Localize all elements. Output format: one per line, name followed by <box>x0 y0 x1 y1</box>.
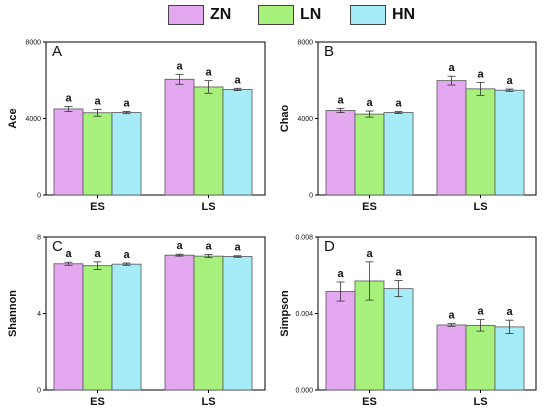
bar-hn-ls <box>222 89 253 196</box>
significance-label: a <box>337 94 344 106</box>
x-category-label: LS <box>473 396 487 408</box>
significance-label: a <box>123 97 130 109</box>
chart-panel-d: 0.000 0.004 0.008 Simpson Da a a ES a a a LS <box>279 235 537 408</box>
bar-zn-ls <box>436 80 467 196</box>
panel-letter: A <box>52 43 62 60</box>
bar-hn-ls <box>494 89 525 196</box>
bar-zn-ls <box>164 254 195 391</box>
significance-label: a <box>477 306 484 318</box>
legend: ZN LN HN <box>0 0 550 30</box>
y-axis-title: Simpson <box>279 290 291 337</box>
legend-label-ln: LN <box>300 6 322 23</box>
legend-label-hn: HN <box>392 6 416 23</box>
y-axis-title: Ace <box>7 108 19 128</box>
bar-ln-es <box>354 113 385 196</box>
y-tick-label: 8000 <box>297 40 313 47</box>
bar-ln-ls <box>193 255 224 391</box>
significance-label: a <box>395 267 402 279</box>
significance-label: a <box>448 310 455 322</box>
significance-label: a <box>205 67 212 79</box>
bar-zn-es <box>53 263 84 391</box>
y-tick-label: 8 <box>37 235 41 242</box>
y-axis-title: Shannon <box>7 290 19 337</box>
y-tick-label: 8000 <box>25 40 41 47</box>
x-category-label: LS <box>201 201 215 213</box>
chart-panel-c: 0 4 8 Shannon C a a a ES a a a LS <box>7 235 266 408</box>
bar-zn-ls <box>164 78 195 196</box>
bar-hn-es <box>111 263 142 391</box>
legend-swatch-hn <box>350 5 386 25</box>
x-category-label: ES <box>362 201 377 213</box>
y-tick-label: 0.008 <box>295 235 313 242</box>
bar-ln-ls <box>465 88 496 196</box>
panel-letter: B <box>324 43 334 60</box>
y-tick-label: 0 <box>37 193 41 200</box>
bar-ln-es <box>82 112 113 196</box>
y-axis-title: Chao <box>279 104 291 132</box>
bar-hn-ls <box>222 256 253 391</box>
significance-label: a <box>506 306 513 318</box>
bar-zn-ls <box>436 324 467 391</box>
bar-hn-ls <box>494 326 525 391</box>
x-category-label: ES <box>90 201 105 213</box>
bar-hn-es <box>111 112 142 196</box>
significance-label: a <box>395 98 402 110</box>
significance-label: a <box>448 62 455 74</box>
significance-label: a <box>506 75 513 87</box>
significance-label: a <box>123 249 130 261</box>
significance-label: a <box>337 268 344 280</box>
bar-ln-es <box>82 265 113 391</box>
bar-zn-es <box>53 108 84 196</box>
significance-label: a <box>477 68 484 80</box>
chart-panel-a: 0 4000 8000 Ace Aa a a ES a a a LS <box>7 40 266 213</box>
y-tick-label: 4000 <box>25 116 41 123</box>
significance-label: a <box>176 60 183 72</box>
significance-label: a <box>65 92 72 104</box>
significance-label: a <box>176 240 183 252</box>
bar-zn-es <box>325 110 356 196</box>
legend-label-zn: ZN <box>210 6 232 23</box>
significance-label: a <box>205 241 212 253</box>
y-tick-label: 4000 <box>297 116 313 123</box>
significance-label: a <box>94 95 101 107</box>
x-category-label: LS <box>201 396 215 408</box>
significance-label: a <box>366 97 373 109</box>
significance-label: a <box>366 248 373 260</box>
legend-swatch-zn <box>168 5 204 25</box>
y-tick-label: 0 <box>309 193 313 200</box>
x-category-label: LS <box>473 201 487 213</box>
panel-letter: C <box>52 238 63 255</box>
y-tick-label: 4 <box>37 311 41 318</box>
bar-ln-ls <box>465 324 496 391</box>
x-category-label: ES <box>362 396 377 408</box>
significance-label: a <box>234 242 241 254</box>
y-tick-label: 0.004 <box>295 311 313 318</box>
bar-hn-es <box>383 112 414 196</box>
y-tick-label: 0.000 <box>295 388 313 395</box>
panel-letter: D <box>324 238 335 255</box>
significance-label: a <box>65 248 72 260</box>
bar-hn-es <box>383 288 414 391</box>
bar-zn-es <box>325 291 356 391</box>
chart-panel-b: 0 4000 8000 Chao Ba a a ES a a a LS <box>279 40 537 213</box>
y-tick-label: 0 <box>37 388 41 395</box>
significance-label: a <box>234 74 241 86</box>
bar-ln-ls <box>193 86 224 196</box>
significance-label: a <box>94 248 101 260</box>
legend-swatch-ln <box>258 5 294 25</box>
x-category-label: ES <box>90 396 105 408</box>
